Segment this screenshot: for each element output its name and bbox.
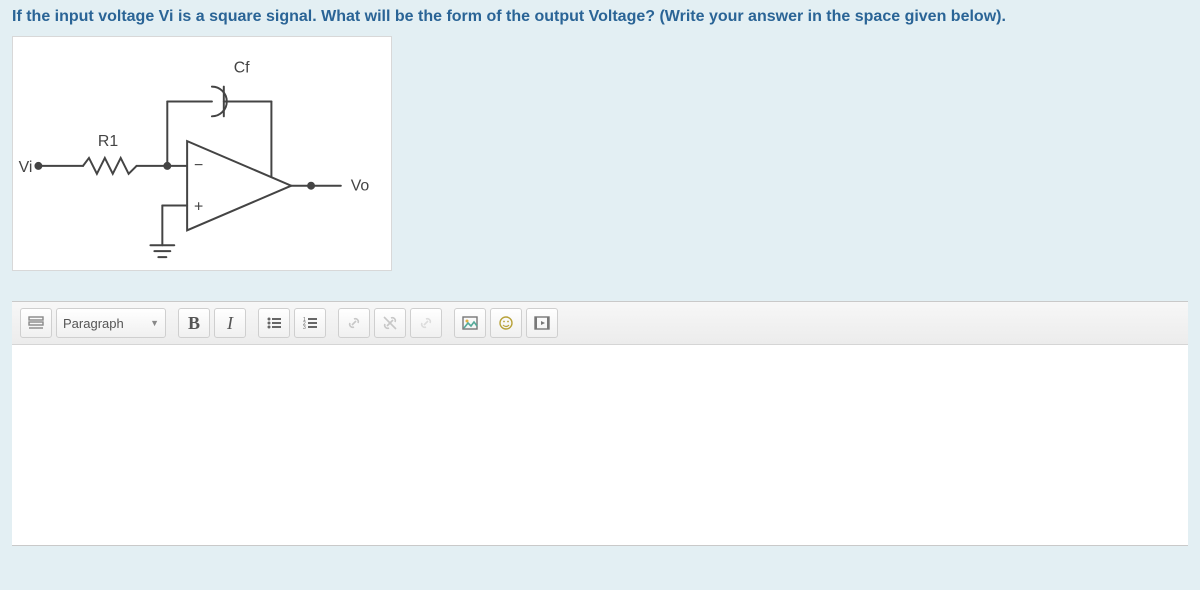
image-button[interactable] bbox=[454, 308, 486, 338]
media-button[interactable] bbox=[526, 308, 558, 338]
question-text: If the input voltage Vi is a square sign… bbox=[12, 8, 1188, 26]
rich-text-editor: Paragraph ▼ B I 123 bbox=[12, 301, 1188, 546]
chevron-down-icon: ▼ bbox=[150, 318, 159, 328]
link-button[interactable] bbox=[338, 308, 370, 338]
ordered-list-button[interactable]: 123 bbox=[294, 308, 326, 338]
svg-text:3: 3 bbox=[303, 325, 306, 331]
unlink-button[interactable] bbox=[374, 308, 406, 338]
circuit-diagram: Cf R1 Vi Vo − + bbox=[12, 36, 392, 271]
label-vo: Vo bbox=[351, 178, 370, 195]
editor-toolbar: Paragraph ▼ B I 123 bbox=[12, 302, 1188, 345]
italic-button[interactable]: I bbox=[214, 308, 246, 338]
nolink-button[interactable] bbox=[410, 308, 442, 338]
paragraph-format-select[interactable]: Paragraph ▼ bbox=[56, 308, 166, 338]
paragraph-format-label: Paragraph bbox=[63, 316, 124, 331]
opamp-minus: − bbox=[194, 157, 203, 174]
emoji-button[interactable] bbox=[490, 308, 522, 338]
label-cf: Cf bbox=[234, 60, 250, 77]
label-vi: Vi bbox=[19, 159, 33, 176]
unordered-list-button[interactable] bbox=[258, 308, 290, 338]
toolbar-toggle-button[interactable] bbox=[20, 308, 52, 338]
answer-textarea[interactable] bbox=[12, 345, 1188, 545]
opamp-plus: + bbox=[194, 199, 203, 216]
label-r1: R1 bbox=[98, 133, 118, 150]
bold-button[interactable]: B bbox=[178, 308, 210, 338]
